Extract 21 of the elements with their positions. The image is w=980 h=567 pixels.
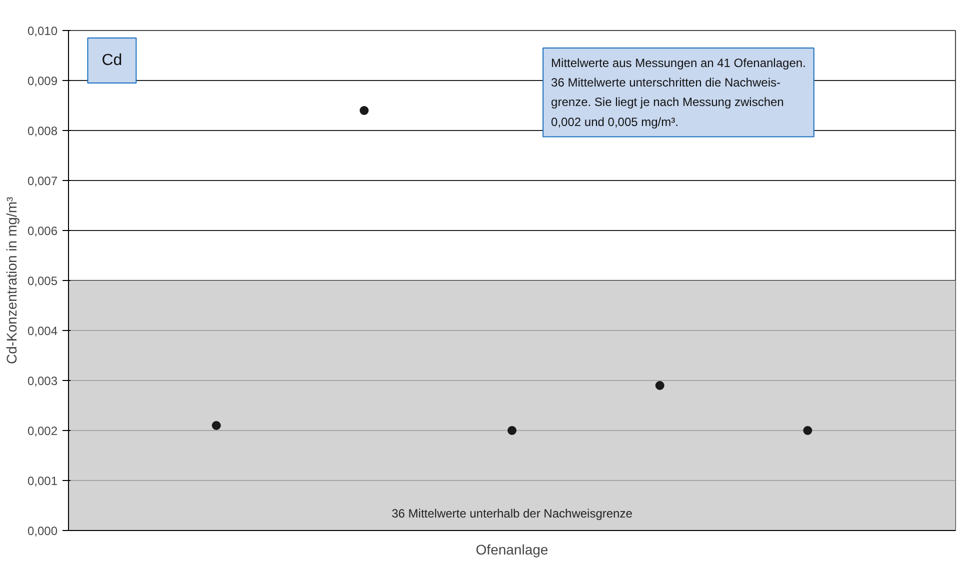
y-tick-label: 0,009 [27, 74, 58, 88]
point [212, 421, 221, 430]
annotation: Mittelwerte aus Messungen an 41 Ofenanlagen. 36 Mittelwerte unterschritten die Nachweis- grenze. Sie liegt je nach Messung zwischen 0,002 und 0,005 mg/m³. [551, 56, 806, 129]
y-tick-label: 0,004 [27, 324, 58, 338]
x-axis-title: Ofenanlage [476, 542, 548, 558]
y-tick-label: 0,003 [27, 374, 58, 388]
y-tick-label: 0,008 [27, 124, 58, 138]
y-axis-title: Cd-Konzentration in mg/m³ [3, 196, 20, 364]
y-tick-label: 0,005 [27, 274, 58, 288]
y-tick-label: 0,010 [27, 24, 58, 38]
annotation: Cd [102, 52, 122, 69]
y-tick-label: 0,006 [27, 224, 58, 238]
y-tick-label: 0,007 [27, 174, 58, 188]
y-tick-label: 0,001 [27, 474, 58, 488]
point [803, 426, 812, 435]
point [508, 426, 516, 435]
band-label: 36 Mittelwerte unterhalb der Nachweisgrenze [392, 506, 633, 520]
point [655, 381, 664, 390]
y-tick-label: 0,002 [27, 424, 58, 438]
point [360, 106, 369, 115]
y-tick-label: 0,000 [27, 524, 58, 538]
